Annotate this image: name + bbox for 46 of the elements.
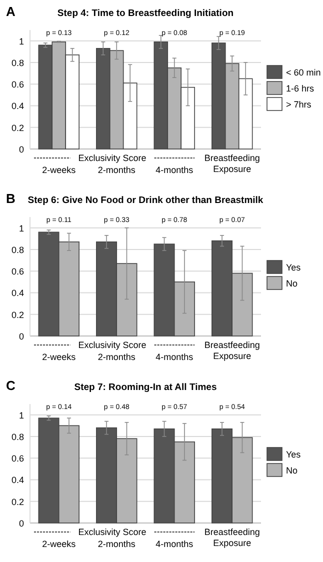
y-tick-label: 0.6 [11,266,24,277]
text: C [6,378,16,393]
y-tick-label: 0.8 [11,58,24,68]
text: Exclusivity Score [78,527,146,537]
y-tick-label: 0.6 [11,80,24,90]
text: Exclusivity Score [78,340,146,350]
y-tick-label: 0.2 [11,310,24,320]
y-tick-label: 0.2 [11,122,24,133]
x-tick-label: 2-months [98,352,136,362]
y-tick-label: 0.8 [11,244,24,255]
text: Exclusivity Score [78,153,146,163]
x-tick-label: Breastfeeding Exposure [204,153,260,174]
x-tick-label: Breastfeeding Exposure [204,340,260,361]
y-tick-label: 1 [18,36,24,46]
x-tick-label: 2-months [98,165,136,175]
y-tick-label: 0.8 [11,432,24,442]
x-tick-label: 2-weeks [42,165,76,175]
legend-label: Yes [286,262,302,272]
y-tick-label: 0 [18,518,24,528]
y-tick-label: 0.4 [11,101,24,112]
y-tick-label: 0.6 [11,454,24,464]
chart-title: Step 7: Rooming-In at All Times [74,382,217,393]
y-tick-label: 0 [18,332,24,342]
y-tick-label: 1 [18,223,24,234]
text: A [6,4,16,19]
x-tick-label: Breastfeeding Exposure [204,527,260,548]
legend-label: No [286,466,298,476]
y-tick-label: 1 [18,410,24,420]
x-tick-label: 2-months [98,539,136,549]
legend-label: > 7hrs [286,100,312,110]
text: B [6,191,16,206]
x-tick-label: 4-months [156,539,194,549]
legend-label: No [286,278,298,288]
x-tick-label: 4-months [156,165,194,175]
x-tick-label: 2-weeks [42,352,76,362]
x-tick-label: 4-months [156,352,194,362]
y-tick-label: 0 [18,144,24,154]
legend-label: < 60 min [286,68,321,78]
legend-label: 1-6 hrs [286,84,315,94]
y-tick-label: 0.4 [11,475,24,486]
y-tick-label: 0.2 [11,496,24,507]
x-tick-label: 2-weeks [42,539,76,549]
legend-label: Yes [286,450,302,460]
chart-title: Step 4: Time to Breastfeeding Initiation [57,8,234,19]
chart-title: Step 6: Give No Food or Drink other than Breastmilk [28,195,264,206]
y-tick-label: 0.4 [11,288,24,298]
